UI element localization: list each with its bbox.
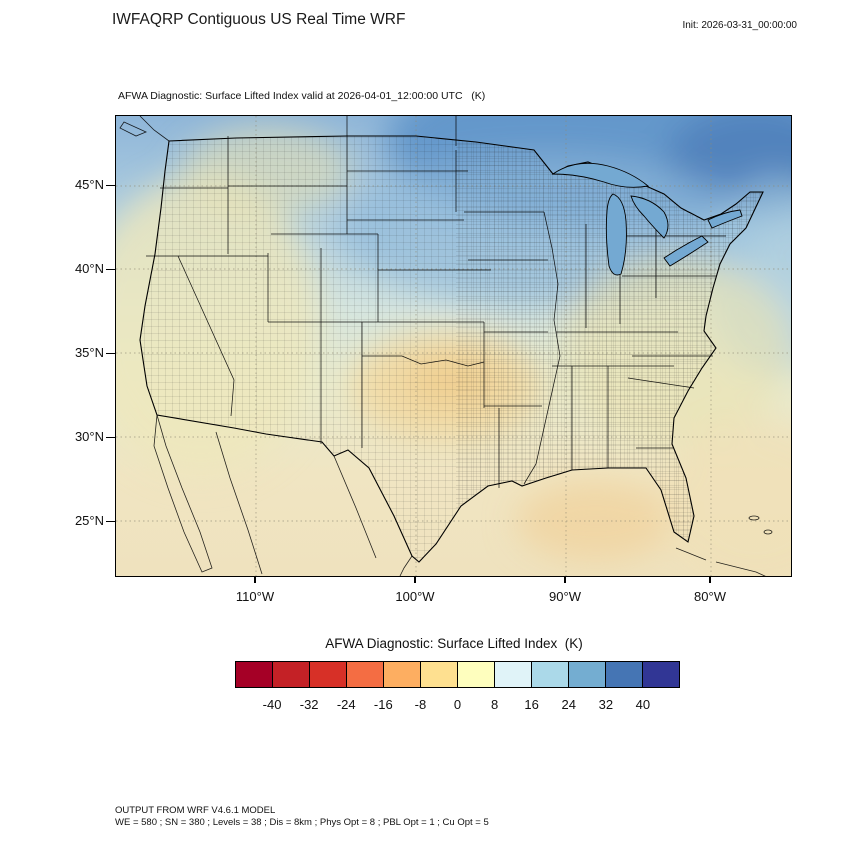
model-config-label: WE = 580 ; SN = 380 ; Levels = 38 ; Dis …: [115, 817, 489, 828]
colorbar-tick-label: 0: [453, 697, 462, 712]
colorbar-segment: [458, 662, 495, 687]
colorbar-tick-label: -32: [299, 697, 319, 712]
map-plot: [115, 115, 792, 577]
map-svg: [116, 116, 791, 576]
init-time-label: Init: 2026-03-31_00:00:00: [682, 20, 797, 31]
state-boundaries: [146, 136, 726, 488]
colorbar-tick-label: 8: [490, 697, 499, 712]
colorbar-tick-label: -24: [336, 697, 356, 712]
colorbar-title: AFWA Diagnostic: Surface Lifted Index (K…: [325, 636, 583, 651]
lon-axis-tick: [709, 576, 711, 583]
lat-axis-tick: [106, 269, 116, 270]
lon-tick-label: 80°W: [694, 589, 726, 604]
colorbar-segment: [273, 662, 310, 687]
neighboring-geography: [119, 116, 773, 576]
lat-tick-label: 40°N: [74, 261, 104, 276]
lat-axis-tick: [106, 437, 116, 438]
page-title: IWFAQRP Contiguous US Real Time WRF: [112, 11, 406, 28]
colorbar-swatches: [235, 661, 680, 688]
colorbar-tick-label: -16: [373, 697, 393, 712]
lon-axis-tick: [564, 576, 566, 583]
colorbar-segment: [606, 662, 643, 687]
colorbar-tick-label: -40: [262, 697, 282, 712]
lon-tick-label: 90°W: [549, 589, 581, 604]
colorbar-segment: [495, 662, 532, 687]
colorbar-segment: [236, 662, 273, 687]
lat-axis-tick: [106, 521, 116, 522]
lon-axis-tick: [414, 576, 416, 583]
colorbar-tick-label: 32: [598, 697, 614, 712]
lon-tick-label: 110°W: [235, 589, 275, 604]
colorbar-tick-label: 40: [635, 697, 651, 712]
map-subtitle: AFWA Diagnostic: Surface Lifted Index va…: [118, 90, 486, 102]
colorbar-segment: [421, 662, 458, 687]
lat-axis-tick: [106, 353, 116, 354]
colorbar-segment: [310, 662, 347, 687]
colorbar-tick-label: 16: [524, 697, 539, 712]
lon-axis-tick: [254, 576, 256, 583]
colorbar-ticks: -40 -32 -24 -16 -8 0 8 16 24 32 40: [235, 697, 680, 715]
colorbar-segment: [532, 662, 569, 687]
lat-tick-label: 25°N: [74, 513, 104, 528]
colorbar-segment: [384, 662, 421, 687]
colorbar-tick-label: 24: [561, 697, 576, 712]
lat-axis-tick: [106, 185, 116, 186]
lat-tick-label: 35°N: [74, 345, 104, 360]
colorbar-segment: [643, 662, 679, 687]
colorbar-segment: [569, 662, 606, 687]
model-output-label: OUTPUT FROM WRF V4.6.1 MODEL: [115, 805, 276, 816]
lon-tick-label: 100°W: [395, 589, 435, 604]
lat-tick-label: 45°N: [74, 177, 104, 192]
colorbar-segment: [347, 662, 384, 687]
lat-tick-label: 30°N: [74, 429, 104, 444]
colorbar-tick-label: -8: [414, 697, 427, 712]
great-lakes: [551, 162, 743, 276]
